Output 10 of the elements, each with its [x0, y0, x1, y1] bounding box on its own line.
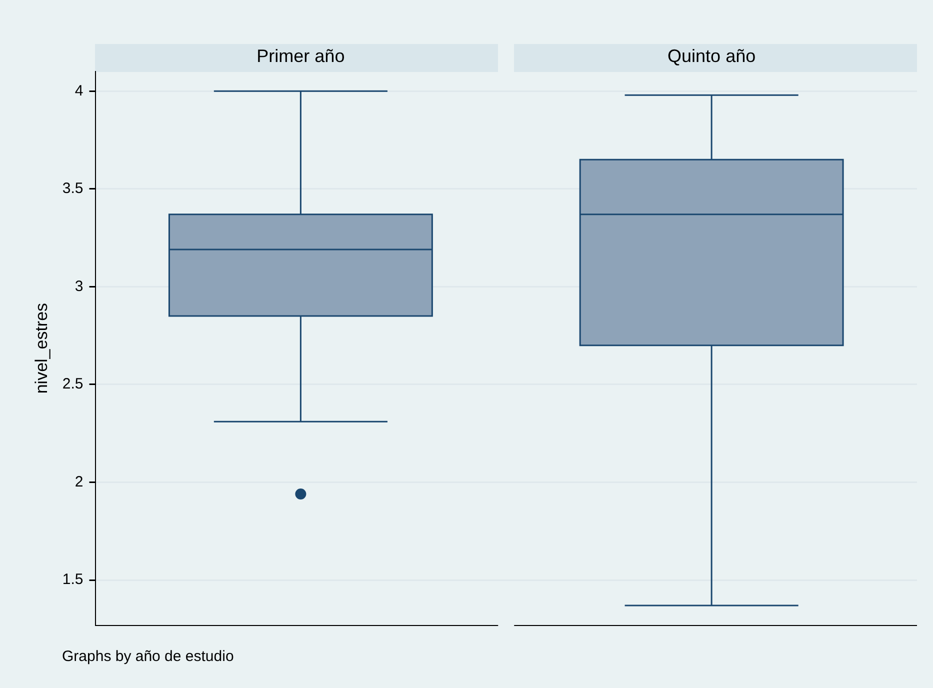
- x-tick-label: Primer año: [256, 46, 345, 66]
- y-tick-label: 2: [74, 473, 84, 490]
- text: Graphs by año de estudio: [62, 648, 234, 665]
- y-axis-title: nivel_estres: [32, 302, 51, 394]
- x-tick-label: Quinto año: [668, 46, 756, 66]
- y-tick-label: 3.5: [62, 180, 84, 198]
- y-tick-label: 2.5: [62, 376, 84, 393]
- y-tick-label: 1.5: [62, 571, 84, 588]
- y-tick-label: 3: [74, 278, 84, 295]
- y-tick-label: 4: [74, 82, 84, 100]
